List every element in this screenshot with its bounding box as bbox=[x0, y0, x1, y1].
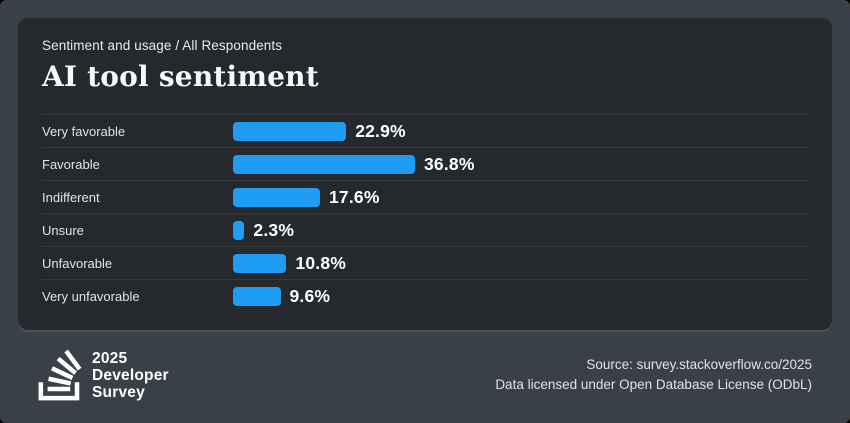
value-label: 22.9% bbox=[355, 120, 406, 141]
bar bbox=[233, 253, 287, 273]
bar-track: 22.9% bbox=[233, 121, 406, 142]
bar-track: 17.6% bbox=[233, 187, 380, 208]
bar-track: 10.8% bbox=[233, 253, 346, 274]
category-label: Very favorable bbox=[42, 123, 126, 139]
chart-row: Very unfavorable 9.6% bbox=[42, 279, 808, 312]
breadcrumb: Sentiment and usage / All Respondents bbox=[42, 38, 283, 53]
brand-line-survey: Survey bbox=[92, 383, 145, 401]
brand-wordmark: 2025 Developer Survey bbox=[92, 350, 169, 401]
brand: 2025 Developer Survey bbox=[38, 346, 169, 404]
bar bbox=[233, 154, 415, 174]
value-label: 10.8% bbox=[295, 252, 347, 273]
value-label: 36.8% bbox=[424, 153, 475, 174]
bar bbox=[233, 121, 347, 141]
bar bbox=[233, 187, 320, 207]
bar bbox=[233, 220, 245, 240]
license-note: Data licensed under Open Database Licens… bbox=[495, 377, 812, 392]
chart-row: Favorable 36.8% bbox=[42, 147, 808, 180]
footer: 2025 Developer Survey Source: survey.sta… bbox=[38, 346, 812, 404]
bar-track: 36.8% bbox=[233, 154, 475, 175]
brand-line-year: 2025 bbox=[92, 349, 128, 367]
value-label: 2.3% bbox=[253, 219, 295, 240]
category-label: Very unfavorable bbox=[42, 288, 140, 304]
category-label: Unfavorable bbox=[42, 255, 113, 271]
value-label: 9.6% bbox=[289, 285, 331, 306]
chart-row: Unsure 2.3% bbox=[42, 213, 808, 246]
value-label: 17.6% bbox=[329, 186, 380, 207]
chart-row: Unfavorable 10.8% bbox=[42, 246, 808, 279]
brand-line-developer: Developer bbox=[92, 366, 169, 384]
source-url: Source: survey.stackoverflow.co/2025 bbox=[586, 357, 812, 372]
bar-chart: Very favorable 22.9% Favorable 36.8% Ind… bbox=[42, 114, 808, 312]
category-label: Indifferent bbox=[42, 189, 100, 205]
category-label: Favorable bbox=[42, 156, 100, 172]
chart-card: Sentiment and usage / All Respondents AI… bbox=[18, 18, 832, 330]
stackoverflow-logo-icon bbox=[38, 349, 82, 401]
source-attribution: Source: survey.stackoverflow.co/2025 Dat… bbox=[495, 355, 812, 395]
bar-track: 9.6% bbox=[233, 286, 330, 307]
page-title: AI tool sentiment bbox=[42, 60, 319, 93]
category-label: Unsure bbox=[42, 222, 84, 238]
chart-row: Indifferent 17.6% bbox=[42, 180, 808, 213]
bar bbox=[233, 286, 281, 306]
chart-row: Very favorable 22.9% bbox=[42, 114, 808, 147]
bar-track: 2.3% bbox=[233, 220, 294, 241]
